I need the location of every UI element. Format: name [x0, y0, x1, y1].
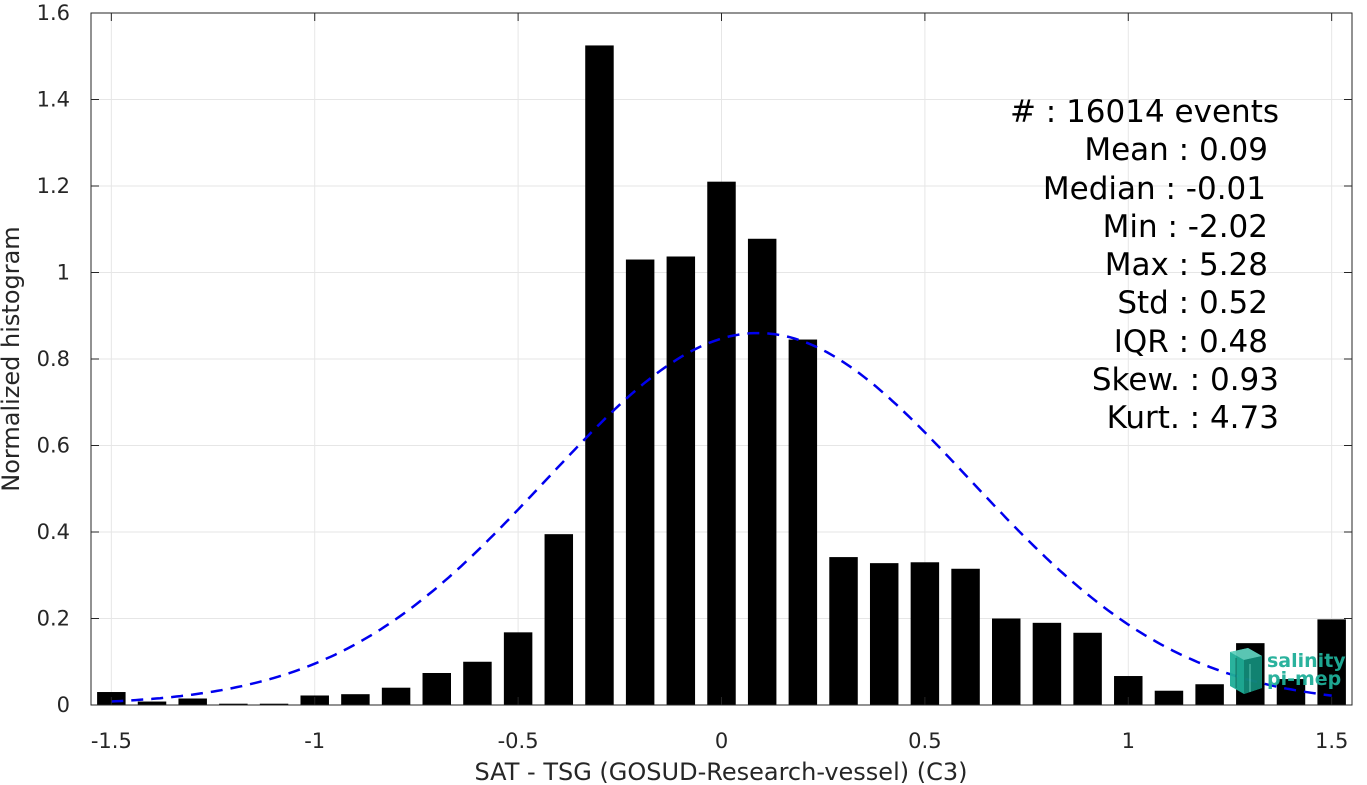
x-tick-label: -1 [304, 729, 325, 753]
y-tick-label: 1.6 [37, 1, 70, 25]
histogram-bar [544, 534, 574, 705]
stat-min: Min : -2.02 [1103, 209, 1268, 245]
stat-skew: Skew. : 0.93 [1092, 362, 1279, 398]
y-tick-label: 1.4 [37, 88, 70, 112]
histogram-bar [869, 563, 899, 705]
y-axis-label: Normalized histogram [0, 226, 25, 491]
gaussian-fit-curve [111, 331, 1332, 703]
histogram-bar [829, 557, 858, 705]
y-tick-label: 0.6 [37, 434, 70, 458]
stat-std: Std : 0.52 [1117, 285, 1268, 321]
histogram-bar [625, 259, 655, 705]
histogram-bar [1276, 679, 1306, 705]
histogram-bar [951, 568, 980, 705]
histogram-bar [992, 618, 1021, 705]
histogram-bars [97, 45, 1346, 706]
histogram-bar [666, 256, 696, 705]
x-axis-label: SAT - TSG (GOSUD-Research-vessel) (C3) [475, 758, 968, 785]
stat-mean: Mean : 0.09 [1084, 132, 1268, 168]
stat-count: # : 16014 events [1010, 94, 1279, 130]
logo-cube-icon [1230, 648, 1262, 694]
x-tick-label: -1.5 [91, 729, 132, 753]
histogram-bar [259, 703, 289, 705]
histogram-bar [1154, 690, 1184, 705]
salinity-pi-mep-logo: salinity pi-mep [1230, 648, 1346, 694]
y-tick-label: 0.2 [37, 607, 70, 631]
histogram-bar [585, 45, 614, 705]
stat-max: Max : 5.28 [1105, 247, 1268, 283]
histogram-bar [1032, 622, 1062, 705]
y-axis-ticks: 0 0.2 0.4 0.6 0.8 1 1.2 1.4 1.6 [37, 1, 1352, 717]
statistics-annotation: # : 16014 events Mean : 0.09 Median : -0… [1010, 94, 1279, 436]
y-tick-label: 0.4 [37, 520, 70, 544]
logo-text-pi-mep: pi-mep [1267, 668, 1341, 690]
histogram-bar [707, 181, 736, 706]
stat-kurt: Kurt. : 4.73 [1107, 400, 1279, 436]
histogram-bar [381, 687, 411, 705]
histogram-bar [910, 562, 940, 705]
histogram-bar [341, 694, 370, 705]
histogram-bar [1195, 684, 1224, 705]
stat-iqr: IQR : 0.48 [1114, 324, 1268, 360]
histogram-bar [747, 238, 777, 705]
y-tick-label: 0 [57, 693, 70, 717]
histogram-bar [1317, 619, 1346, 705]
x-tick-label: 1 [1122, 729, 1135, 753]
histogram-bar [178, 698, 207, 705]
histogram-bar [137, 701, 167, 705]
logo-text-salinity: salinity [1267, 650, 1346, 672]
y-tick-label: 1 [57, 261, 70, 285]
histogram-bar [463, 661, 492, 705]
x-tick-label: 1.5 [1315, 729, 1348, 753]
histogram-bar [788, 339, 818, 705]
stat-median: Median : -0.01 [1043, 171, 1266, 207]
x-tick-label: -0.5 [498, 729, 539, 753]
y-tick-label: 0.8 [37, 347, 70, 371]
x-tick-label: 0.5 [908, 729, 941, 753]
histogram-bar [1073, 632, 1102, 705]
x-tick-label: 0 [715, 729, 728, 753]
x-axis-ticks: -1.5 -1 -0.5 0 0.5 1 1.5 [91, 13, 1348, 753]
histogram-bar [422, 672, 451, 705]
y-tick-label: 1.2 [37, 174, 70, 198]
histogram-bar [503, 632, 533, 705]
histogram-bar [219, 703, 248, 705]
